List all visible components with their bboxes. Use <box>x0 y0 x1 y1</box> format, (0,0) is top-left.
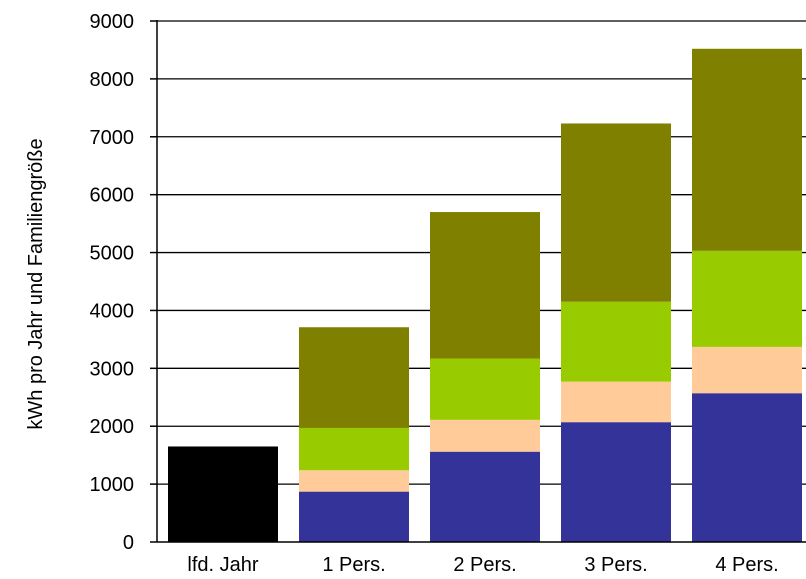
bar-segment <box>430 419 540 452</box>
x-tick-label: 4 Pers. <box>715 554 778 576</box>
x-tick-label: 2 Pers. <box>453 554 516 576</box>
x-tick-label: 1 Pers. <box>322 554 385 576</box>
bar-segment <box>299 327 409 428</box>
y-tick-label: 8000 <box>90 69 135 91</box>
y-axis-label: kWh pro Jahr und Familiengröße <box>25 138 47 429</box>
bar-segment <box>168 446 278 542</box>
bar-segment <box>561 422 671 542</box>
axes <box>150 20 806 543</box>
bar-segment <box>692 393 802 542</box>
y-tick-label: 7000 <box>90 127 135 149</box>
y-tick-label: 2000 <box>90 416 135 438</box>
bar-segment <box>561 381 671 423</box>
y-tick-label: 3000 <box>90 358 135 380</box>
y-tick-label: 0 <box>123 532 134 554</box>
bar-segment <box>430 358 540 420</box>
y-tick-label: 4000 <box>90 300 135 322</box>
bar-segment <box>299 491 409 542</box>
x-tick-label: 3 Pers. <box>584 554 647 576</box>
bar-segment <box>299 470 409 492</box>
bar-segment <box>430 451 540 542</box>
y-tick-label: 5000 <box>90 243 135 265</box>
y-tick-label: 6000 <box>90 185 135 207</box>
bar-segment <box>561 301 671 382</box>
bar-segment <box>692 250 802 347</box>
bar-segment <box>430 212 540 359</box>
y-tick-labels: 0 1000 2000 3000 4000 5000 6000 7000 8000 9000 <box>90 11 135 554</box>
bar-segment <box>299 427 409 471</box>
bar-segment <box>561 123 671 302</box>
bars <box>168 48 802 542</box>
y-tick-label: 1000 <box>90 474 135 496</box>
x-tick-label: lfd. Jahr <box>187 554 258 576</box>
bar-segment <box>692 48 802 251</box>
y-tick-label: 9000 <box>90 11 135 33</box>
bar-segment <box>692 346 802 394</box>
x-tick-labels: lfd. Jahr 1 Pers. 2 Pers. 3 Pers. 4 Pers. <box>187 554 778 576</box>
